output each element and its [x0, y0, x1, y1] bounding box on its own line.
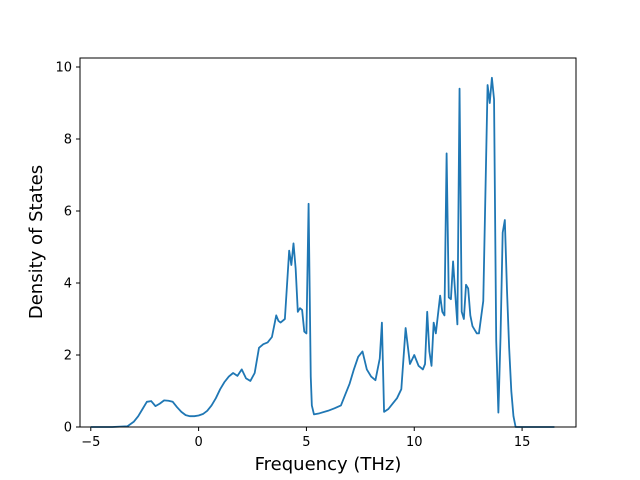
x-axis-label: Frequency (THz)	[255, 454, 402, 475]
series-line-dos	[90, 76, 555, 428]
plot-frame	[79, 57, 577, 428]
x-tick-label: −5	[81, 435, 100, 450]
x-tick-label: 10	[406, 435, 423, 450]
y-tick-label: 8	[64, 133, 72, 148]
y-tick-label: 10	[55, 61, 72, 76]
y-tick-label: 2	[64, 349, 72, 364]
y-axis-label: Density of States	[26, 165, 47, 319]
y-tick-label: 0	[64, 421, 72, 436]
x-tick-label: 0	[194, 435, 202, 450]
x-tick-label: 15	[514, 435, 531, 450]
y-tick-label: 6	[64, 205, 72, 220]
x-tick-label: 5	[302, 435, 310, 450]
axis-ticks: −5 0 5 10 15 0 2 4 6 8 10	[55, 61, 530, 451]
y-tick-label: 4	[64, 277, 72, 292]
